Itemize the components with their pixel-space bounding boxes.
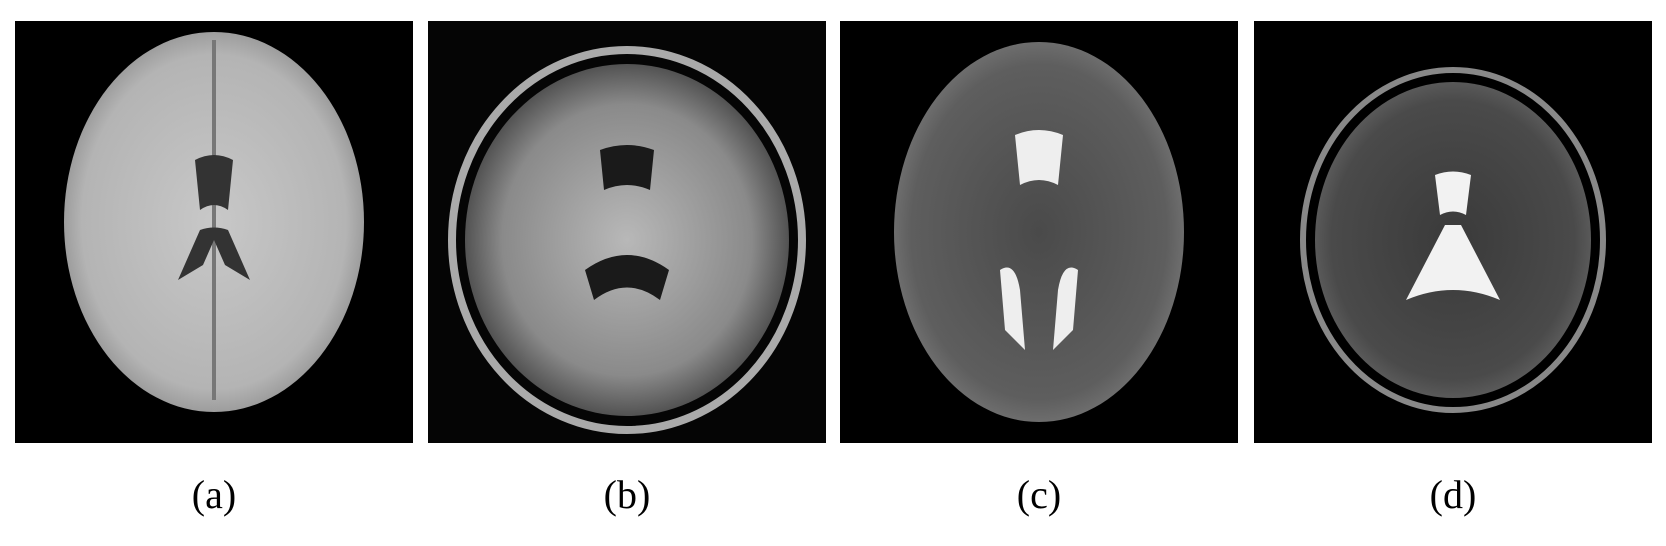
panel-c bbox=[840, 21, 1238, 443]
panel-d bbox=[1254, 21, 1652, 443]
brain bbox=[465, 64, 789, 416]
ventricles bbox=[178, 155, 250, 280]
ventricles bbox=[1406, 171, 1500, 300]
panel-label: (a) bbox=[192, 472, 236, 517]
panel-a bbox=[15, 21, 413, 443]
panel-label: (b) bbox=[604, 472, 651, 517]
skull bbox=[448, 46, 806, 434]
ventricles bbox=[1000, 130, 1078, 350]
panel-label: (c) bbox=[1017, 472, 1061, 517]
panel-b bbox=[428, 21, 826, 443]
brain bbox=[894, 42, 1184, 422]
skull bbox=[1300, 67, 1606, 413]
panel-label: (d) bbox=[1430, 472, 1477, 517]
ventricles bbox=[585, 145, 669, 300]
